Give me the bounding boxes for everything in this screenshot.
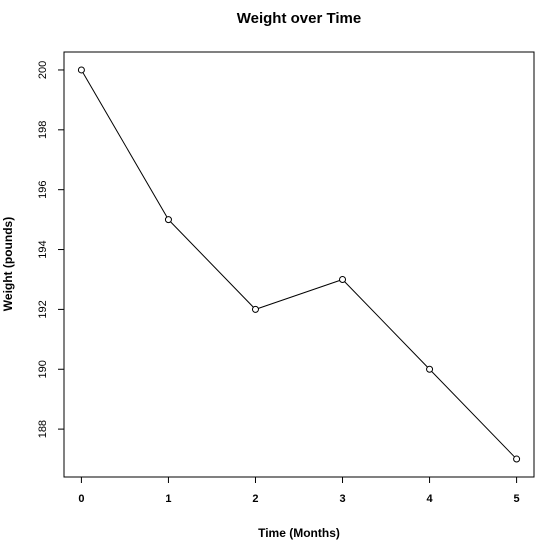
y-tick-label-4: 196 [37, 180, 49, 198]
x-tick-label-2: 2 [252, 493, 258, 505]
line-segment-3 [342, 279, 430, 370]
data-point-0 [77, 66, 85, 74]
y-axis: 188 190 192 194 196 198 200 [37, 61, 64, 438]
data-point-5 [513, 455, 521, 463]
y-tick-label-6: 200 [37, 61, 49, 79]
y-tick-label-3: 194 [37, 240, 49, 258]
x-tick-label-0: 0 [78, 493, 84, 505]
y-tick-label-0: 188 [37, 420, 49, 438]
x-axis: 0 1 2 3 4 5 [78, 477, 520, 505]
data-point-3 [339, 275, 347, 283]
line-segment-2 [255, 278, 343, 310]
x-axis-label: Time (Months) [258, 526, 340, 540]
line-segment-1 [168, 219, 256, 310]
line-segment-0 [80, 69, 169, 220]
x-tick-label-3: 3 [339, 493, 345, 505]
x-tick-label-4: 4 [426, 493, 433, 505]
data-point-2 [251, 305, 259, 313]
y-tick-label-2: 192 [37, 300, 49, 318]
data-point-1 [164, 216, 172, 224]
y-tick-label-1: 190 [37, 360, 49, 378]
y-tick-label-5: 198 [37, 121, 49, 139]
plot-frame [63, 51, 535, 478]
line-segment-4 [429, 368, 517, 460]
x-tick-label-1: 1 [165, 493, 171, 505]
x-tick-label-5: 5 [514, 493, 520, 505]
chart-title: Weight over Time [237, 10, 361, 27]
data-point-4 [426, 365, 434, 373]
y-axis-label: Weight (pounds) [1, 217, 15, 311]
series-weight [77, 66, 521, 463]
